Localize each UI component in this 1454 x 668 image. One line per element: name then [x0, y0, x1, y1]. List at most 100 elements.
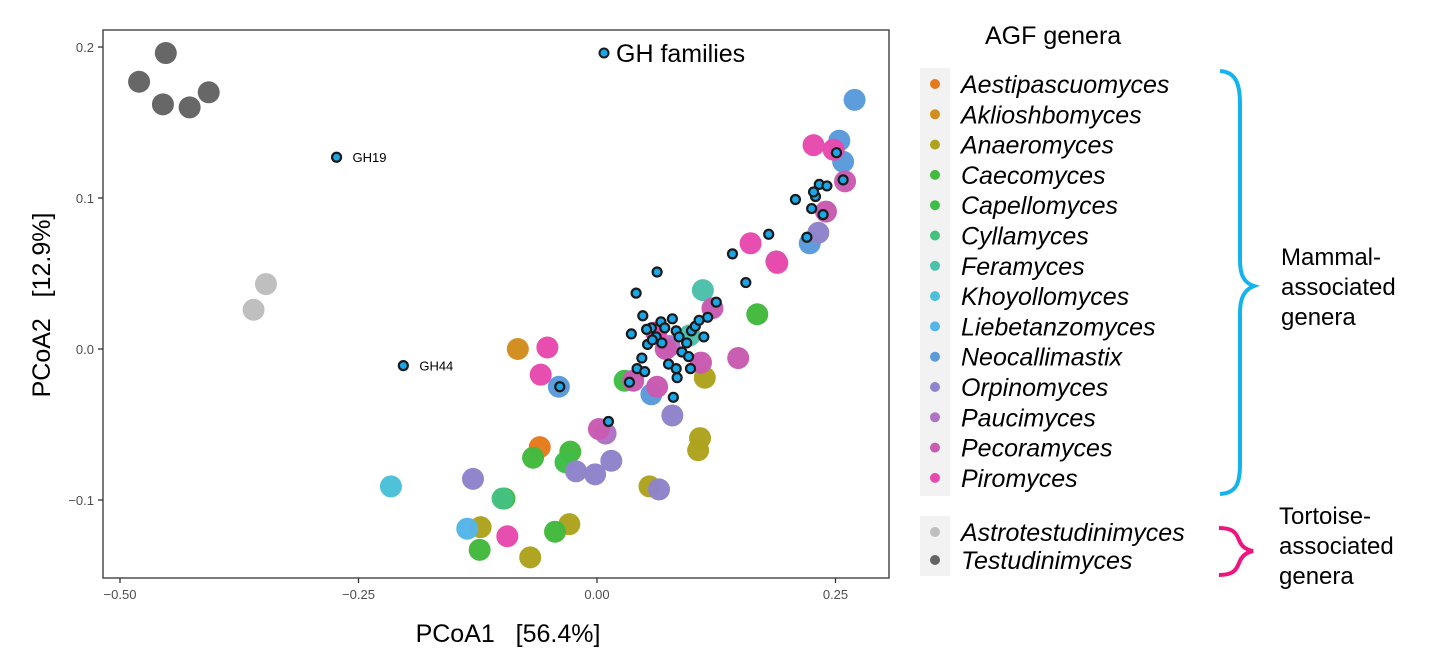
point-caecomyces — [468, 538, 491, 561]
point-testudinimyces — [151, 93, 174, 116]
gh-family-point — [666, 313, 678, 325]
legend-key-orpinomyces — [930, 382, 940, 392]
gh-family-point — [639, 366, 651, 378]
points-layer — [128, 42, 866, 569]
legend-key-capellomyces — [930, 200, 940, 211]
point-orpinomyces — [648, 478, 671, 501]
point-astrotestudinimyces — [254, 273, 277, 296]
x-tick-label: 0.25 — [823, 587, 848, 602]
point-piromyces — [802, 134, 825, 157]
x-axis-title: PCoA1 [56.4%] — [416, 620, 601, 648]
gh-family-point — [837, 174, 849, 186]
point-pecoramyces — [727, 347, 750, 370]
point-piromyces — [739, 232, 762, 255]
gh-family-point — [740, 276, 752, 289]
legend-label: Aklioshbomyces — [959, 101, 1142, 129]
mammal-group-label-line: associated — [1281, 274, 1396, 301]
gh-family-point — [637, 310, 649, 322]
gh-family-point — [602, 415, 615, 428]
point-feramyces — [691, 279, 714, 302]
mammal-group-label-line: genera — [1281, 304, 1356, 331]
point-anaeromyces — [687, 439, 710, 462]
point-testudinimyces — [197, 81, 220, 104]
point-caecomyces — [746, 303, 769, 326]
legend-item-caecomyces: Caecomyces — [930, 162, 1106, 190]
point-piromyces — [496, 525, 519, 548]
legend-key-astrotestudinimyces — [930, 527, 940, 537]
y-axis: −0.1 0.0 0.1 0.2 — [68, 40, 103, 508]
gh-family-point — [726, 248, 739, 260]
legend-item-capellomyces: Capellomyces — [930, 192, 1118, 220]
point-orpinomyces — [584, 463, 607, 486]
point-orpinomyces — [807, 221, 830, 244]
legend-item-neocallimastix: Neocallimastix — [930, 344, 1124, 372]
legend-item-orpinomyces: Orpinomyces — [930, 374, 1108, 402]
point-orpinomyces — [600, 449, 623, 472]
point-testudinimyces — [128, 70, 151, 93]
legend-label: Astrotestudinimyces — [959, 519, 1185, 547]
gh-family-point — [656, 337, 668, 349]
gh-family-point — [806, 202, 818, 215]
gh-annotation-label: GH19 — [353, 150, 387, 165]
point-astrotestudinimyces — [242, 298, 265, 321]
y-tick-label: 0.1 — [76, 191, 94, 206]
genus-legend: AGF genera AestipascuomycesAklioshbomyce… — [920, 22, 1400, 590]
legend-key-paucimyces — [930, 412, 940, 423]
legend-key-piromyces — [930, 472, 940, 483]
y-tick-label: 0.0 — [76, 342, 94, 357]
gh-family-point — [698, 331, 710, 343]
gh-families-legend-key — [598, 47, 610, 59]
gh-family-point — [801, 231, 813, 243]
x-tick-label: 0.00 — [584, 587, 609, 602]
legend-item-testudinimyces: Testudinimyces — [930, 547, 1132, 575]
legend-key-aklioshbomyces — [930, 109, 940, 120]
tortoise-group-label-line: associated — [1279, 533, 1394, 560]
gh-families-legend-label: GH families — [616, 40, 745, 68]
legend-key-neocallimastix — [930, 351, 940, 362]
gh-family-point — [397, 360, 409, 372]
legend-item-paucimyces: Paucimyces — [930, 404, 1096, 432]
mammal-group-label-line: Mammal- — [1281, 244, 1381, 271]
gh-family-point — [651, 266, 663, 278]
point-neocallimastix — [843, 88, 866, 111]
legend-key-background-mammal — [920, 68, 950, 496]
mammal-brace — [1219, 69, 1261, 496]
x-axis: −0.50 −0.25 0.00 0.25 — [104, 578, 848, 602]
legend-label: Caecomyces — [961, 162, 1106, 190]
gh-family-point — [682, 350, 695, 363]
legend-key-cyllamyces — [930, 230, 940, 241]
legend-item-khoyollomyces: Khoyollomyces — [930, 283, 1129, 311]
gh-family-point — [554, 381, 566, 393]
gh-family-point — [641, 323, 653, 335]
point-orpinomyces — [661, 404, 684, 427]
legend-label: Capellomyces — [961, 192, 1118, 220]
tortoise-group-label: Tortoise- associated genera — [1279, 503, 1400, 590]
point-testudinimyces — [154, 42, 177, 65]
point-caecomyces — [522, 446, 545, 469]
gh-family-point — [684, 363, 697, 375]
point-aklioshbomyces — [506, 338, 529, 360]
gh-family-point — [681, 337, 693, 349]
tortoise-brace — [1218, 526, 1254, 577]
point-piromyces — [766, 251, 789, 274]
gh-family-point — [671, 372, 683, 384]
legend-label: Neocallimastix — [961, 344, 1124, 372]
x-tick-label: −0.50 — [104, 587, 137, 602]
legend-label: Piromyces — [961, 465, 1078, 493]
legend-key-testudinimyces — [930, 555, 940, 565]
plot-panel-border — [102, 29, 890, 579]
point-cyllamyces — [491, 487, 514, 510]
legend-key-background-tortoise — [920, 516, 950, 576]
gh-family-point — [623, 376, 636, 388]
y-axis-title: PCoA2 [12.9%] — [28, 213, 56, 398]
gh-family-point — [636, 352, 648, 364]
legend-item-feramyces: Feramyces — [930, 253, 1085, 281]
legend-key-anaeromyces — [930, 139, 940, 150]
gh-families-layer: GH19 GH44 — [330, 147, 849, 428]
legend-label: Anaeromyces — [959, 132, 1114, 160]
point-caecomyces — [544, 520, 567, 543]
point-pecoramyces — [646, 375, 669, 398]
legend-item-astrotestudinimyces: Astrotestudinimyces — [930, 519, 1185, 547]
